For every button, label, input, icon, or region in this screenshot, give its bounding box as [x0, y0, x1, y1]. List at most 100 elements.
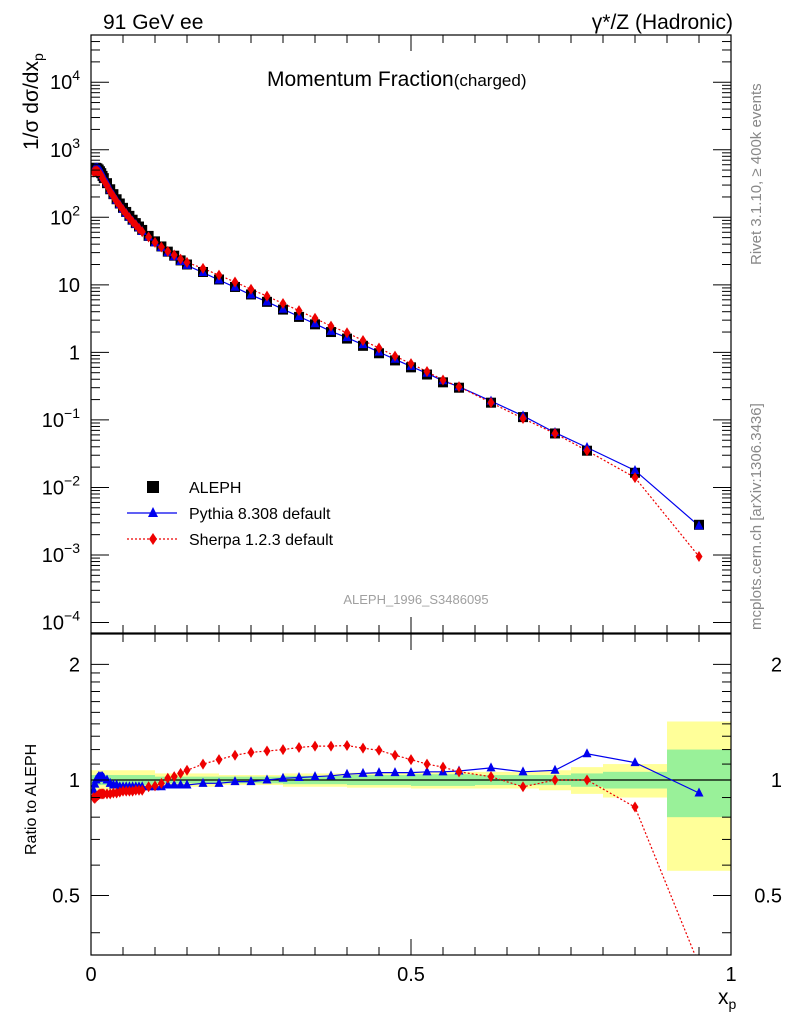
ratio-point-diamond: [247, 746, 255, 758]
header-process-label: γ*/Z (Hadronic): [592, 11, 733, 34]
ratio-point-triangle: [358, 767, 368, 777]
ratio-point-diamond: [455, 766, 463, 778]
ratio-point-triangle: [550, 764, 560, 774]
ratio-point-diamond: [311, 740, 319, 752]
main-point-diamond: [455, 381, 463, 393]
main-title: Momentum Fraction(charged): [267, 68, 527, 91]
main-y-tick-label: 102: [50, 202, 80, 229]
main-point-diamond: [695, 551, 703, 563]
main-y-tick-label: 10−3: [42, 540, 80, 567]
main-y-tick-base: 10: [42, 613, 64, 635]
ratio-point-triangle: [326, 770, 336, 780]
main-point-diamond: [375, 342, 383, 354]
main-point-triangle: [630, 465, 640, 475]
main-title-suffix: (charged): [454, 71, 527, 90]
ratio-y-tick-label-left: 2: [69, 654, 80, 676]
ratio-point-triangle: [169, 779, 179, 789]
ratio-point-diamond: [183, 764, 191, 776]
main-point-diamond: [145, 231, 153, 243]
ratio-point-diamond: [407, 754, 415, 766]
ratio-point-triangle: [230, 776, 240, 786]
ratio-point-triangle: [182, 779, 192, 789]
main-y-tick-exponent: −4: [64, 608, 80, 624]
ratio-point-diamond: [170, 771, 178, 783]
ratio-point-triangle: [518, 766, 528, 776]
ratio-plot-area: [91, 721, 731, 955]
main-point-diamond: [423, 366, 431, 378]
main-point-diamond: [170, 249, 178, 261]
ratio-point-diamond: [343, 739, 351, 751]
ratio-point-diamond: [439, 761, 447, 773]
ratio-point-diamond: [177, 767, 185, 779]
ratio-y-tick-label-left: 0.5: [52, 886, 80, 908]
main-point-diamond: [177, 253, 185, 265]
main-point-diamond: [327, 320, 335, 332]
ratio-point-diamond: [157, 777, 165, 789]
ratio-point-triangle: [694, 787, 704, 797]
main-point-diamond: [263, 290, 271, 302]
ratio-point-diamond: [199, 758, 207, 770]
ratio-point-diamond: [327, 740, 335, 752]
ratio-point-diamond: [359, 742, 367, 754]
main-y-tick-label: 103: [50, 135, 80, 162]
ratio-y-tick-label-right: 0.5: [754, 886, 782, 908]
ratio-y-tick-label-left: 1: [69, 770, 80, 792]
main-y-tick-exponent: 4: [72, 67, 80, 83]
main-y-tick-base: 10: [50, 140, 72, 162]
ratio-point-triangle: [278, 772, 288, 782]
main-y-tick-base: 10: [58, 275, 80, 297]
main-y-tick-label: 104: [50, 67, 80, 94]
main-title-text: Momentum Fraction: [267, 68, 454, 91]
main-y-tick-exponent: 2: [72, 202, 80, 218]
main-y-tick-label: 1: [69, 342, 80, 364]
legend-marker-diamond: [149, 533, 157, 545]
main-point-diamond: [343, 327, 351, 339]
main-point-diamond: [391, 350, 399, 362]
ratio-x-tick-label: 0.5: [397, 964, 425, 986]
main-y-tick-base: 10: [50, 72, 72, 94]
rivet-version-label: Rivet 3.1.10, ≥ 400k events: [748, 83, 765, 265]
ratio-point-diamond: [151, 780, 159, 792]
main-point-diamond: [583, 445, 591, 457]
ratio-point-triangle: [630, 757, 640, 767]
ratio-point-diamond: [164, 772, 172, 784]
main-point-diamond: [138, 226, 146, 238]
header-energy-label: 91 GeV ee: [103, 11, 203, 34]
main-point-diamond: [519, 412, 527, 424]
main-point-diamond: [247, 283, 255, 295]
main-panel-frame: [90, 34, 732, 634]
main-point-diamond: [151, 236, 159, 248]
main-y-tick-exponent: −2: [64, 472, 80, 488]
ratio-band-inner: [667, 749, 731, 818]
ratio-point-diamond: [519, 781, 527, 793]
main-y-tick-base: 10: [42, 410, 64, 432]
ratio-point-diamond: [215, 754, 223, 766]
main-y-tick-base: 10: [42, 477, 64, 499]
ratio-point-triangle: [486, 762, 496, 772]
ratio-point-diamond: [295, 741, 303, 753]
ratio-y-tick-label-right: 2: [771, 654, 782, 676]
main-y-tick-base: 10: [50, 207, 72, 229]
ratio-x-tick-label: 1: [725, 964, 736, 986]
main-y-tick-label: 10−2: [42, 472, 80, 499]
main-point-diamond: [183, 256, 191, 268]
ratio-point-diamond: [631, 801, 639, 813]
main-point-diamond: [551, 427, 559, 439]
main-line-triangle: [93, 167, 700, 527]
main-point-diamond: [199, 262, 207, 274]
legend-marker-square: [147, 481, 159, 493]
ratio-y-tick-label-right: 1: [771, 770, 782, 792]
main-y-axis-label-text: 1/σ dσ/dx: [20, 61, 43, 150]
main-y-axis-label-sub: p: [30, 53, 46, 61]
main-y-tick-exponent: −1: [64, 405, 80, 421]
ratio-point-diamond: [231, 749, 239, 761]
ratio-point-diamond: [145, 781, 153, 793]
ratio-point-diamond: [138, 784, 146, 796]
main-y-tick-base: 10: [42, 545, 64, 567]
main-point-triangle: [694, 520, 704, 530]
legend-label-diamond: Sherpa 1.2.3 default: [189, 532, 334, 549]
ratio-point-triangle: [374, 767, 384, 777]
